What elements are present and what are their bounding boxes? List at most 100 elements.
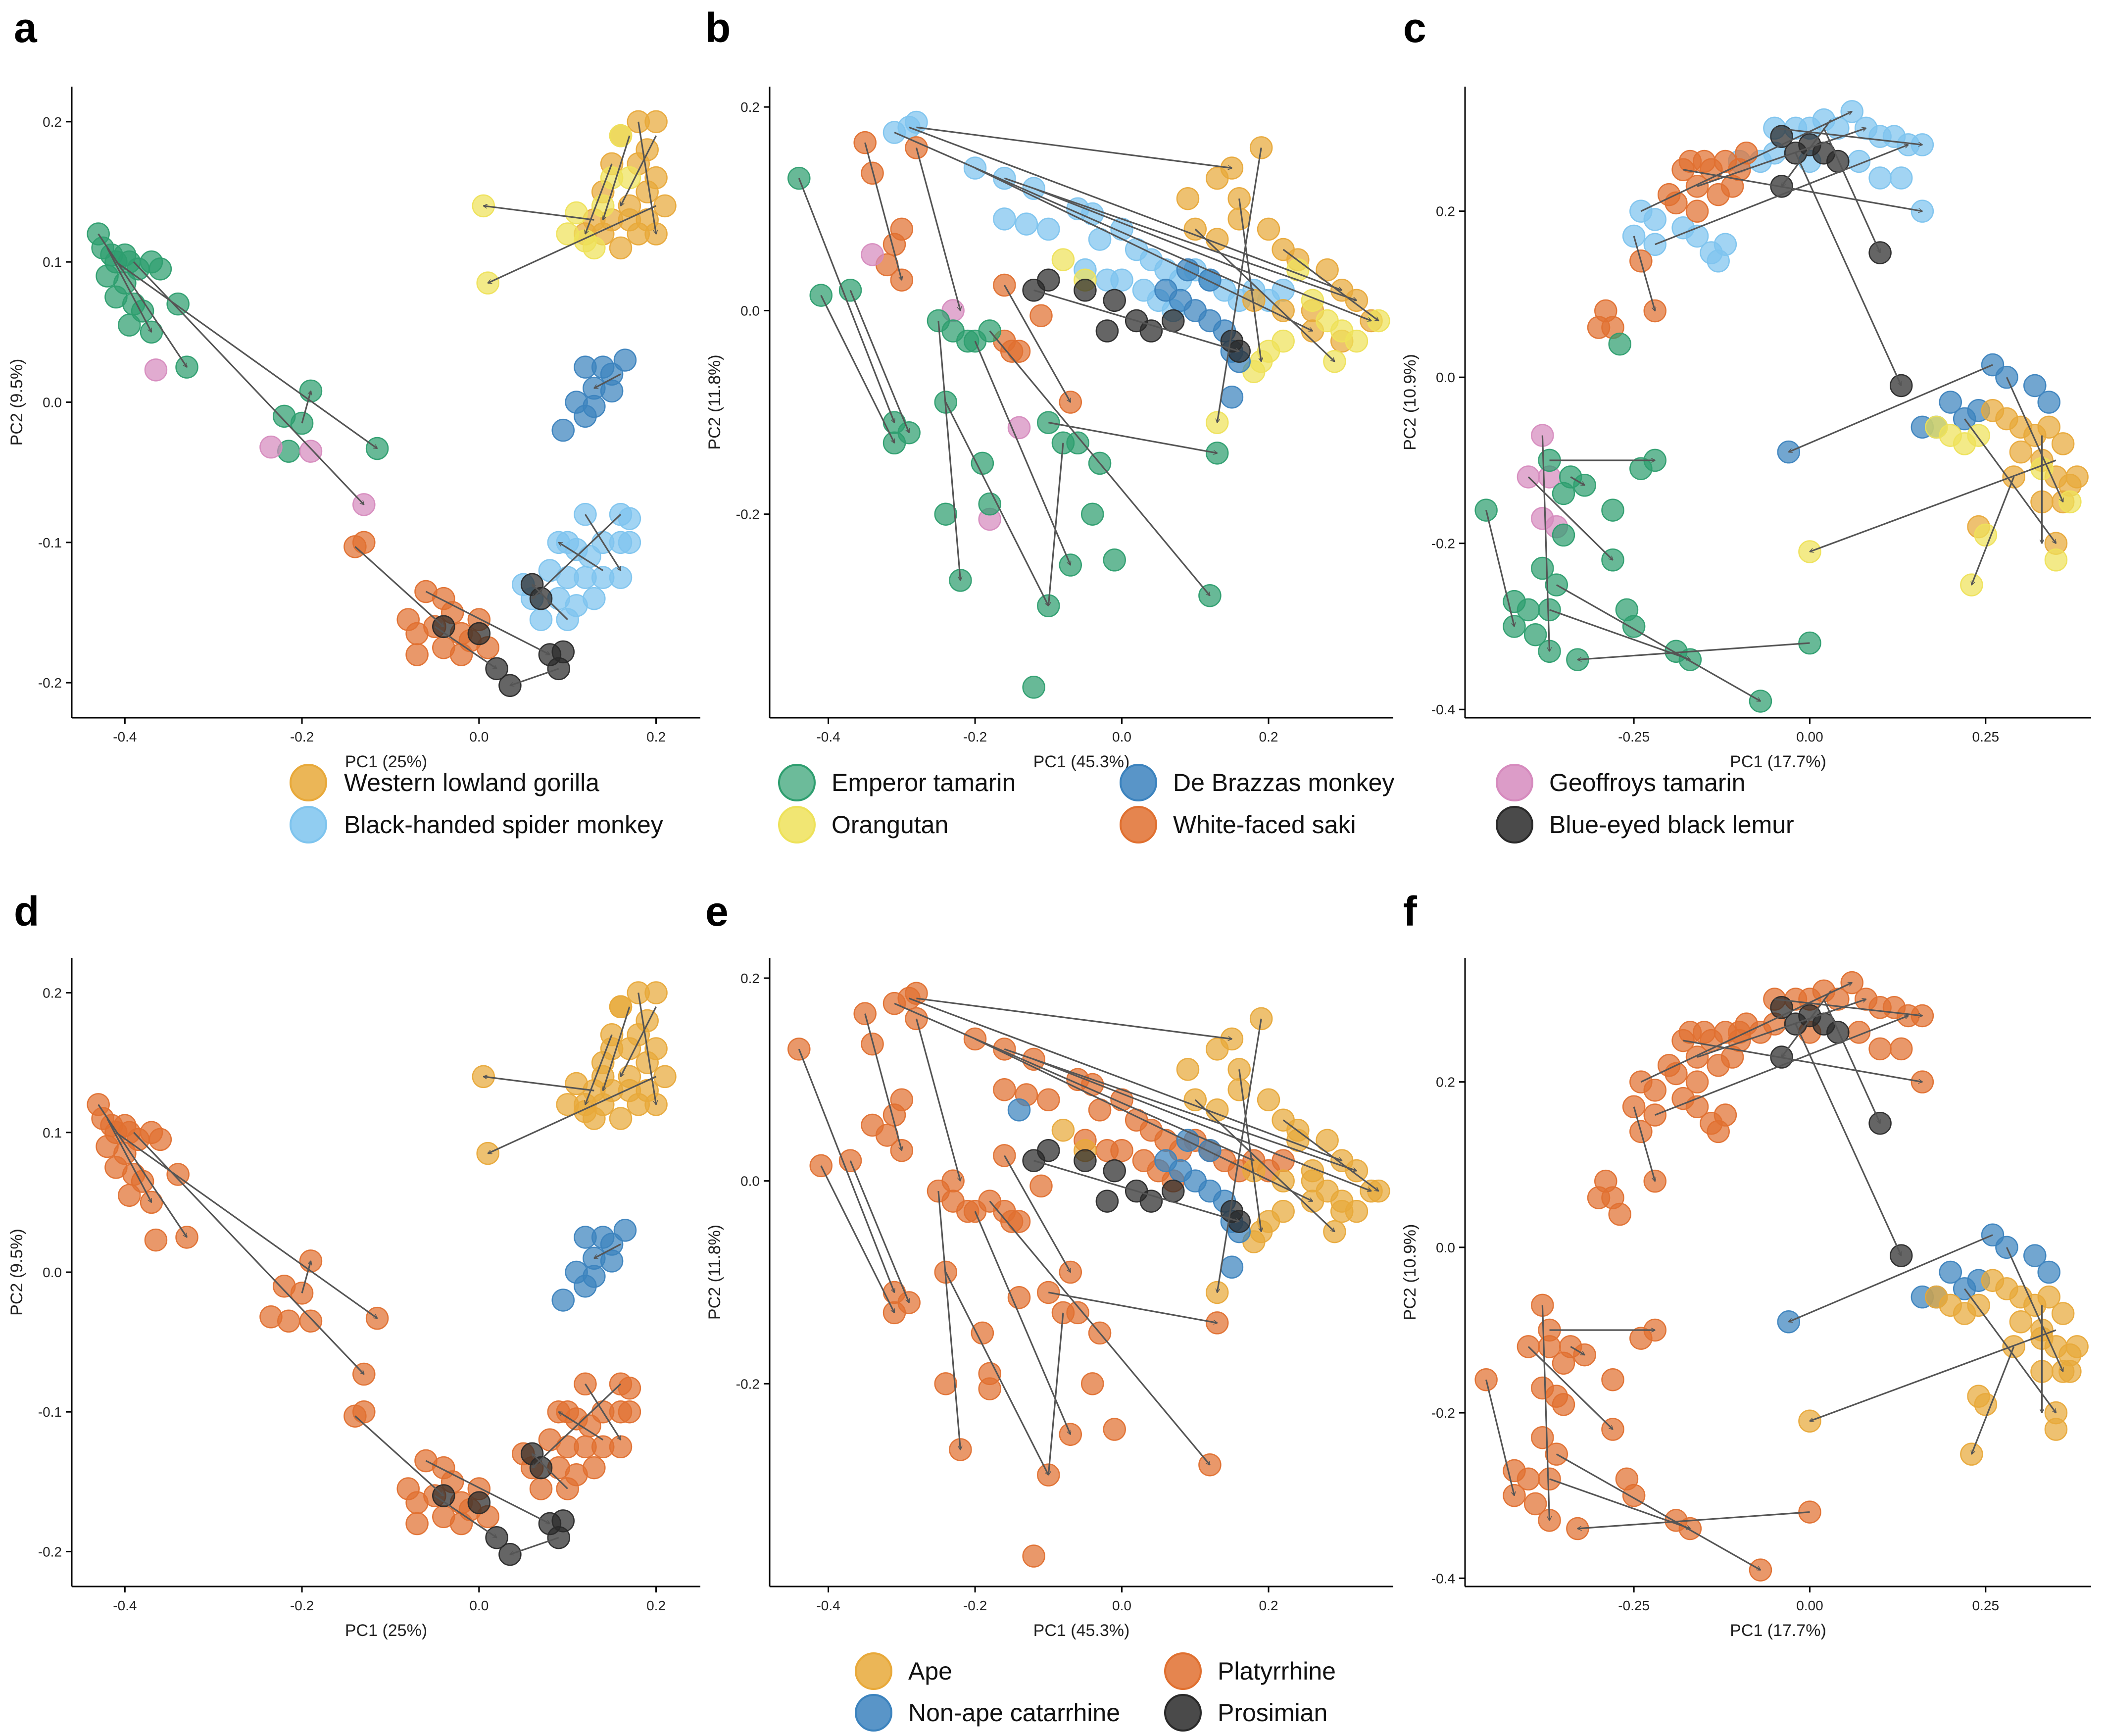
- trajectory-arrow: [620, 1006, 657, 1077]
- x-tick-label: -0.2: [290, 1598, 314, 1613]
- trajectory-arrow: [1795, 152, 1901, 386]
- trajectory-arrow: [1774, 998, 1922, 1016]
- trajectory-arrow: [510, 668, 559, 686]
- point-prosimian: [1139, 1190, 1163, 1213]
- trajectory-arrow: [1697, 999, 1866, 1058]
- legend-item: Prosimian: [1164, 1694, 1327, 1732]
- point-prosimian: [467, 1491, 491, 1514]
- point-emperor-tamarin: [956, 329, 980, 353]
- trajectory-arrow: [106, 248, 152, 332]
- trajectory-arrow: [1549, 1478, 1690, 1529]
- trajectory-arrow: [1194, 1099, 1335, 1232]
- point-emperor-tamarin: [1103, 548, 1126, 572]
- point-prosimian: [1103, 1159, 1126, 1183]
- point-de-brazzas-monkey: [600, 379, 624, 403]
- trajectory-arrow: [989, 1200, 1210, 1465]
- trajectory-arrow: [1782, 990, 1832, 1057]
- x-axis-label: PC1 (45.3%): [1033, 1621, 1130, 1640]
- point-platyrrhine: [583, 1456, 606, 1480]
- trajectory-arrow: [894, 1002, 1254, 1161]
- trajectory-arrow: [603, 1006, 631, 1091]
- trajectory-arrow: [434, 626, 496, 669]
- point-blue-eyed-black-lemur: [551, 640, 575, 664]
- point-ape: [556, 1093, 579, 1116]
- trajectory-arrow: [1033, 1058, 1371, 1191]
- panel-letter-a: a: [14, 4, 38, 51]
- point-western-lowland-gorilla: [618, 208, 641, 232]
- y-axis-label: PC2 (9.5%): [7, 359, 26, 446]
- series-emperor-tamarin: [787, 166, 1229, 699]
- point-ape: [1227, 1078, 1251, 1101]
- x-tick-label: 0.0: [469, 729, 489, 744]
- point-prosimian: [1074, 1149, 1097, 1172]
- point-white-faced-saki: [449, 643, 473, 666]
- trajectory-arrow: [1655, 1016, 1909, 1116]
- trajectory-arrow: [532, 514, 622, 598]
- point-black-handed-spider-monkey: [1643, 208, 1667, 231]
- point-platyrrhine: [1643, 1079, 1667, 1102]
- point-platyrrhine: [1868, 1037, 1892, 1061]
- point-ape: [565, 1072, 588, 1095]
- point-non-ape-catarrhine: [2023, 1244, 2047, 1267]
- legend-item: White-faced saki: [1120, 806, 1356, 843]
- legend-label-platyrrhine: Platyrrhine: [1218, 1657, 1336, 1685]
- point-ape: [2037, 1285, 2060, 1309]
- trajectory-arrow: [133, 261, 364, 504]
- trajectory-arrow: [484, 1077, 594, 1091]
- y-tick-label: -0.2: [1431, 1405, 1455, 1421]
- x-tick-label: 0.2: [646, 1598, 666, 1613]
- point-black-handed-spider-monkey: [618, 531, 641, 554]
- trajectory-arrow: [434, 1495, 496, 1538]
- x-tick-label: -0.4: [816, 1598, 840, 1613]
- trajectory-arrow: [510, 1537, 559, 1554]
- series-emperor-tamarin: [87, 222, 389, 463]
- point-orangutan: [1257, 340, 1280, 363]
- point-platyrrhine: [1826, 988, 1850, 1011]
- panel-letter-e: e: [705, 888, 729, 935]
- x-tick-label: -0.4: [113, 729, 137, 744]
- point-ape: [618, 1037, 641, 1060]
- point-prosimian: [1095, 1190, 1119, 1213]
- trajectory-arrow: [1556, 1453, 1761, 1571]
- point-platyrrhine: [993, 1078, 1016, 1101]
- x-tick-label: 0.2: [646, 729, 666, 744]
- scatter-panel-c: -0.25 0.00 0.25 -0.4 -0.2 0.0 0.2 PC1 (17.7%) PC…: [1401, 87, 2091, 771]
- x-tick-label: 0.25: [1972, 1598, 2000, 1613]
- point-non-ape-catarrhine: [613, 1219, 637, 1242]
- x-axis-label: PC1 (45.3%): [1033, 752, 1130, 771]
- point-platyrrhine: [1022, 1544, 1045, 1568]
- trajectory-arrow: [915, 1018, 960, 1181]
- series-black-handed-spider-monkey: [512, 502, 641, 631]
- point-emperor-tamarin: [148, 257, 172, 281]
- trajectory-arrow: [1697, 128, 1866, 187]
- point-platyrrhine: [861, 1113, 884, 1137]
- x-tick-label: 0.25: [1972, 729, 2000, 744]
- x-axis-label: PC1 (17.7%): [1730, 752, 1826, 771]
- point-platyrrhine: [1629, 1327, 1653, 1350]
- point-non-ape-catarrhine: [574, 1274, 597, 1298]
- arrows: [1485, 110, 2063, 702]
- trajectory-arrow: [1238, 1069, 1261, 1232]
- point-platyrrhine: [405, 1512, 429, 1536]
- trajectory-arrow: [1541, 435, 1549, 651]
- point-western-lowland-gorilla: [636, 138, 659, 161]
- trajectory-arrow: [1048, 443, 1064, 606]
- point-white-faced-saki: [1007, 340, 1031, 363]
- legend-label-emperor-tamarin: Emperor tamarin: [832, 769, 1016, 796]
- y-tick-label: 0.0: [1436, 1240, 1455, 1255]
- trajectory-arrow: [894, 132, 1254, 291]
- point-emperor-tamarin: [1523, 623, 1547, 646]
- point-western-lowland-gorilla: [609, 236, 633, 260]
- arrows: [798, 126, 1378, 606]
- trajectory-arrow: [585, 163, 613, 234]
- legend-item: De Brazzas monkey: [1120, 764, 1394, 801]
- legend-swatch-ape: [855, 1652, 892, 1690]
- series-prosimian: [1022, 1139, 1251, 1233]
- point-ape: [1257, 1210, 1280, 1233]
- x-tick-label: -0.2: [963, 729, 987, 744]
- point-black-handed-spider-monkey: [1714, 233, 1737, 256]
- arrows: [98, 121, 656, 686]
- point-emperor-tamarin: [1552, 482, 1575, 505]
- trajectory-arrow: [974, 341, 1071, 565]
- trajectory-arrow: [1810, 459, 2057, 552]
